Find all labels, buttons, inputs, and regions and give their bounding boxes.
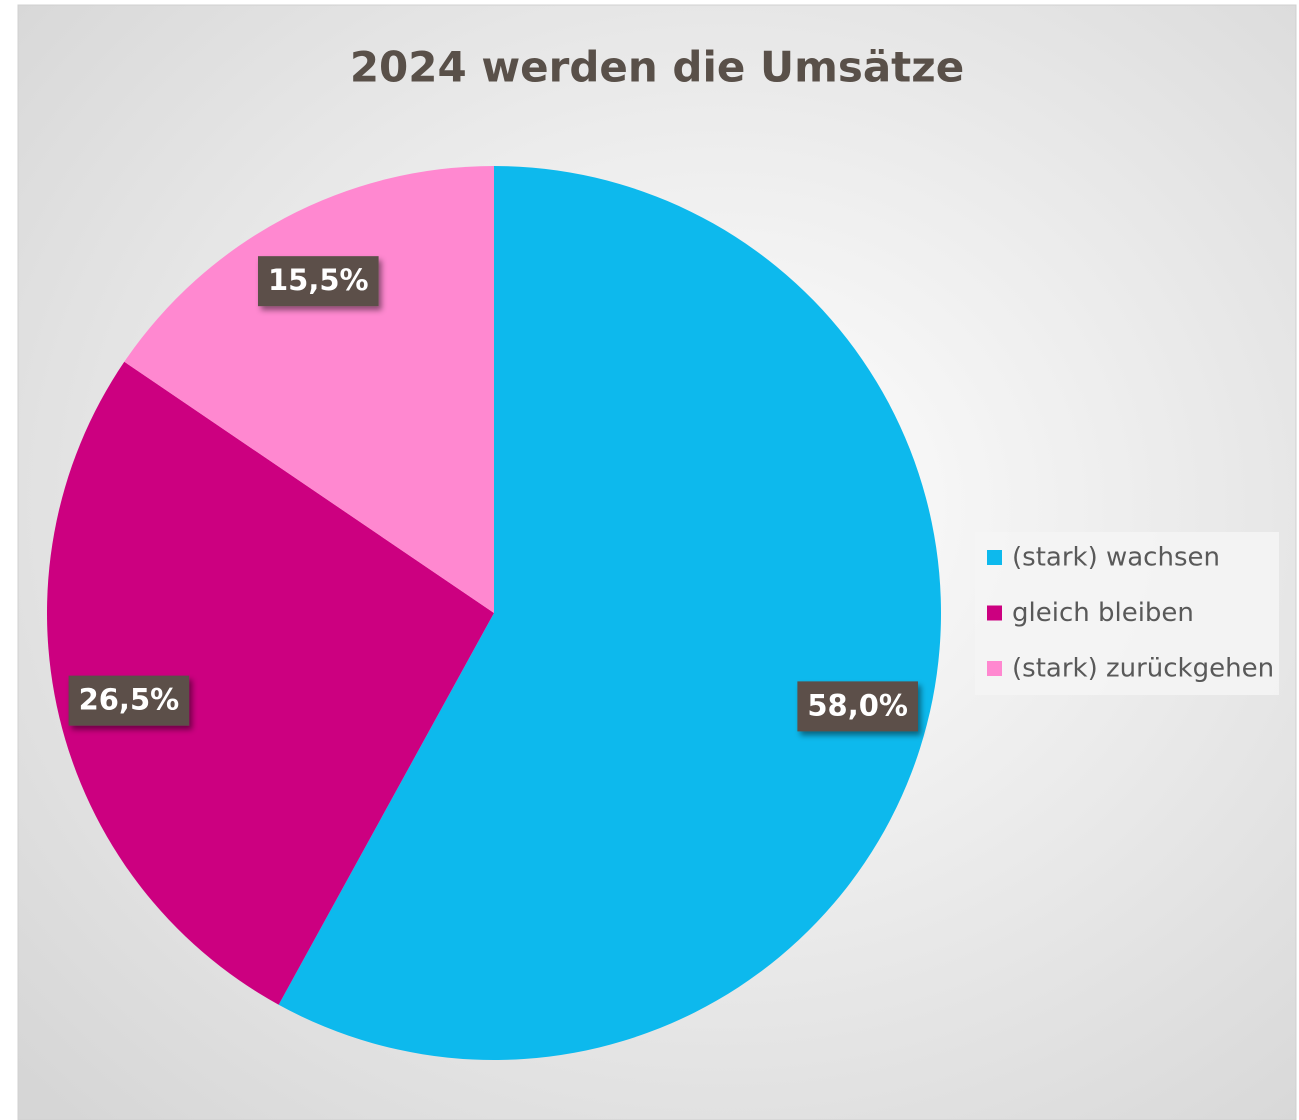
data-label-box <box>797 681 918 732</box>
data-label: 26,5% <box>79 683 180 717</box>
legend-label: (stark) wachsen <box>1012 543 1220 573</box>
legend-swatch <box>987 550 1002 565</box>
data-label: 58,0% <box>807 688 908 722</box>
data-label-box <box>257 256 379 307</box>
legend-swatch <box>987 661 1002 676</box>
pie-slice <box>46 361 495 1005</box>
data-label-box <box>68 675 190 726</box>
legend-label: (stark) zurückgehen <box>1012 654 1274 684</box>
data-label: 15,5% <box>268 263 369 297</box>
pie-slice <box>124 166 494 613</box>
legend-label: gleich bleiben <box>1012 598 1194 628</box>
pie <box>46 166 941 1060</box>
pie-slice <box>278 166 941 1060</box>
data-labels: 58,0% 26,5% 15,5% <box>68 256 918 732</box>
legend: (stark) wachsen gleich bleiben (stark) zur… <box>987 543 1274 684</box>
legend-box <box>975 532 1279 695</box>
legend-swatch <box>987 605 1002 621</box>
chart-title: 2024 werden die Umsätze <box>350 43 964 92</box>
